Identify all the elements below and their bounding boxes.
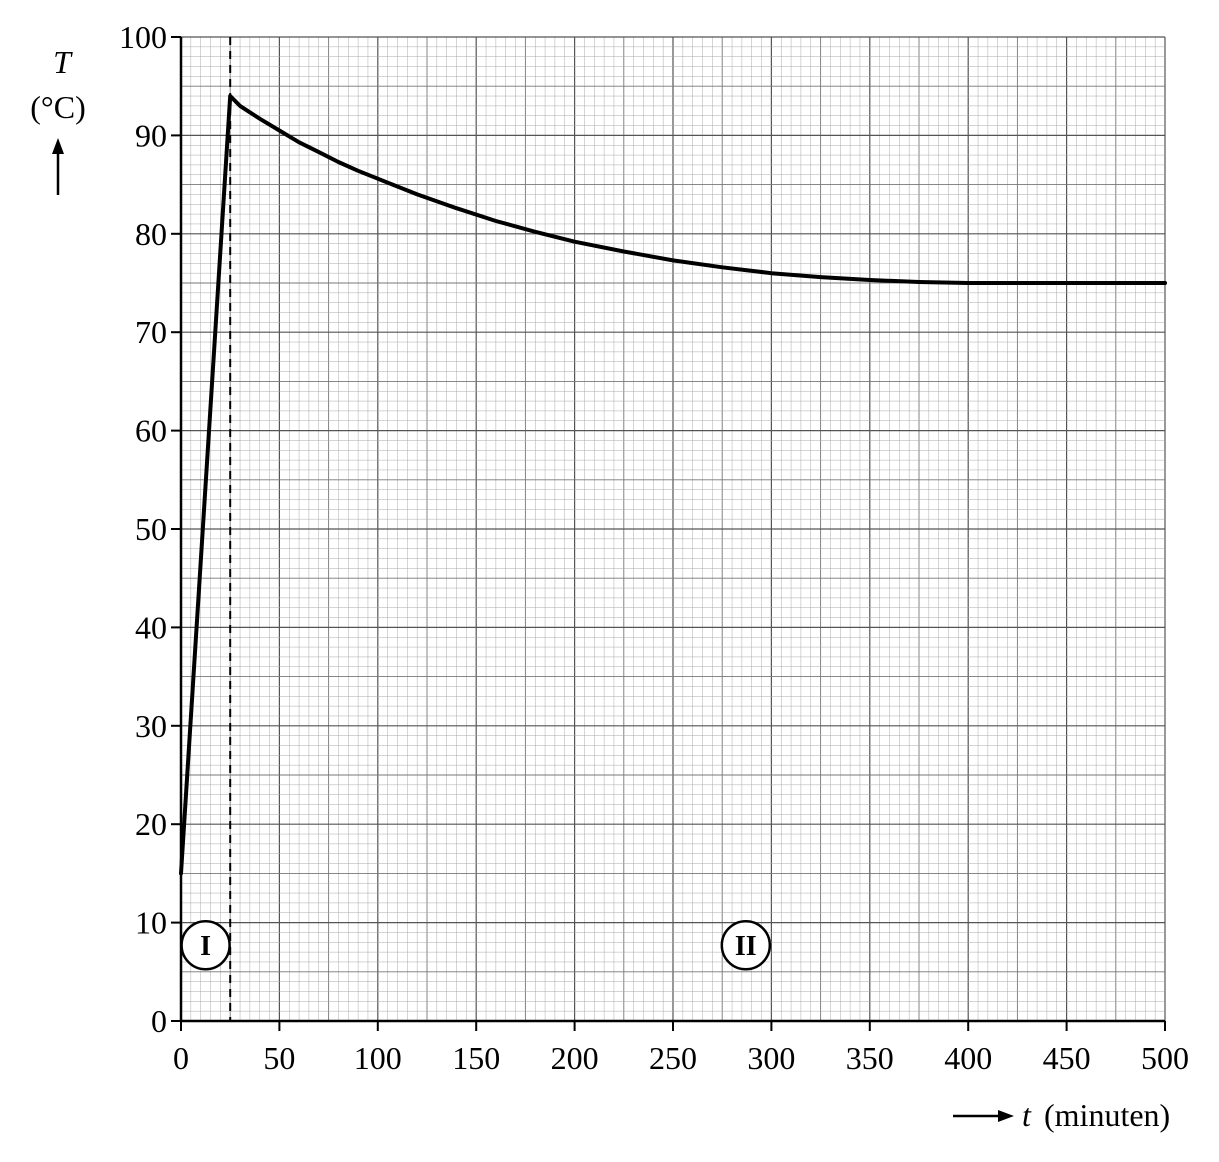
x-tick-label: 200 bbox=[551, 1040, 599, 1076]
y-tick-label: 60 bbox=[135, 413, 167, 449]
y-tick-label: 40 bbox=[135, 609, 167, 645]
x-tick-label: 450 bbox=[1043, 1040, 1091, 1076]
y-axis-symbol: T bbox=[53, 44, 73, 80]
y-tick-label: 10 bbox=[135, 905, 167, 941]
tick-labels: 0 10 20 30 40 50 60 70 80 90 100 0 50 100 150 200 250 300… bbox=[119, 19, 1189, 1076]
y-axis-arrow-icon bbox=[52, 138, 64, 195]
region-circle bbox=[720, 919, 772, 971]
y-tick-label: 50 bbox=[135, 511, 167, 547]
temperature-curve bbox=[179, 94, 1167, 876]
axes bbox=[171, 36, 1166, 1031]
region-label-II: II bbox=[720, 919, 772, 971]
y-tick-label: 0 bbox=[151, 1003, 167, 1039]
x-axis-unit: (minuten) bbox=[1044, 1097, 1170, 1133]
y-tick-label: 80 bbox=[135, 216, 167, 252]
y-tick-label: 70 bbox=[135, 314, 167, 350]
y-axis-unit: (°C) bbox=[30, 89, 85, 125]
x-tick-label: 250 bbox=[649, 1040, 697, 1076]
x-tick-label: 150 bbox=[452, 1040, 500, 1076]
grid bbox=[180, 36, 1166, 1022]
region-labels: I II bbox=[180, 919, 772, 971]
x-tick-label: 350 bbox=[846, 1040, 894, 1076]
x-tick-label: 300 bbox=[747, 1040, 795, 1076]
y-tick-label: 100 bbox=[119, 19, 167, 55]
x-axis-title: t (minuten) bbox=[953, 1097, 1170, 1133]
y-tick-label: 30 bbox=[135, 708, 167, 744]
x-tick-label: 100 bbox=[354, 1040, 402, 1076]
x-tick-label: 500 bbox=[1141, 1040, 1189, 1076]
x-tick-label: 0 bbox=[173, 1040, 189, 1076]
y-axis-title: T (°C) bbox=[30, 44, 86, 195]
region-circle bbox=[180, 919, 231, 971]
x-tick-label: 400 bbox=[944, 1040, 992, 1076]
x-axis-symbol: t bbox=[1022, 1097, 1032, 1133]
y-tick-label: 90 bbox=[135, 117, 167, 153]
region-text: I bbox=[200, 931, 211, 962]
region-label-I: I bbox=[180, 919, 231, 971]
y-tick-label: 20 bbox=[135, 806, 167, 842]
x-axis-arrow-icon bbox=[953, 1110, 1014, 1122]
region-text: II bbox=[735, 931, 757, 962]
series bbox=[179, 94, 1167, 876]
x-tick-label: 50 bbox=[263, 1040, 295, 1076]
